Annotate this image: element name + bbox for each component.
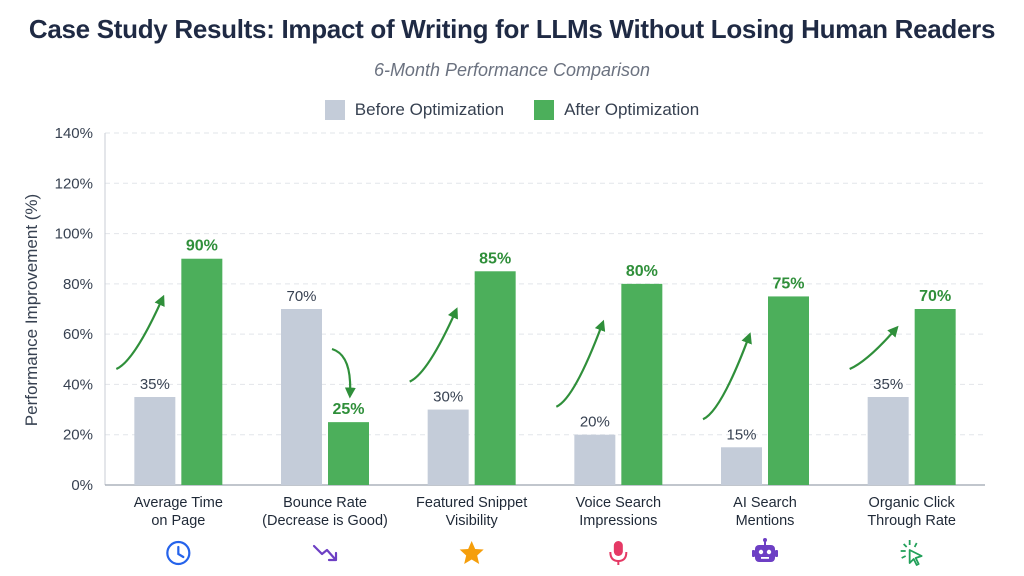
chart-title: Case Study Results: Impact of Writing fo… xyxy=(28,14,996,44)
y-tick-label: 80% xyxy=(63,276,93,293)
data-label-before: 20% xyxy=(580,414,610,431)
x-tick-label: Featured Snippet xyxy=(416,495,527,511)
x-tick-label: AI Search xyxy=(733,495,797,511)
bar-after xyxy=(914,309,956,485)
clock-icon xyxy=(166,540,191,566)
x-tick-label: Through Rate xyxy=(867,513,956,529)
x-tick-label: Mentions xyxy=(736,513,795,529)
x-tick-label: Impressions xyxy=(579,513,657,529)
x-tick-label: Organic Click xyxy=(869,495,956,511)
bar-after xyxy=(621,283,663,485)
bar-before xyxy=(867,397,909,485)
data-label-after: 25% xyxy=(332,401,364,418)
bar-before xyxy=(281,309,322,485)
data-label-before: 70% xyxy=(286,288,316,305)
bar-before xyxy=(427,409,469,485)
data-label-before: 30% xyxy=(433,389,463,406)
bar-after xyxy=(181,258,223,485)
legend-label-after: After Optimization xyxy=(564,100,700,119)
data-label-after: 70% xyxy=(919,288,951,305)
data-label-before: 15% xyxy=(726,426,756,443)
trend-down-arrow xyxy=(331,347,356,399)
y-tick-label: 60% xyxy=(63,326,93,343)
y-tick-label: 0% xyxy=(71,477,93,494)
microphone-icon xyxy=(609,541,628,565)
robot-icon xyxy=(752,538,778,562)
bar-before xyxy=(721,447,762,485)
data-label-after: 75% xyxy=(772,275,804,292)
y-tick-label: 140% xyxy=(55,125,93,142)
y-tick-label: 40% xyxy=(63,376,93,393)
x-tick-label: on Page xyxy=(151,513,205,529)
x-tick-label: Bounce Rate xyxy=(283,495,367,511)
bar-after xyxy=(768,296,809,485)
x-tick-label: Voice Search xyxy=(576,495,661,511)
y-tick-label: 100% xyxy=(55,226,93,243)
bar-before xyxy=(574,434,616,485)
trend-up-arrow xyxy=(555,319,606,408)
legend-swatch-after xyxy=(534,100,555,120)
trend-down-icon xyxy=(312,544,338,562)
y-tick-label: 120% xyxy=(55,175,93,192)
trend-up-arrow xyxy=(849,325,899,371)
legend-swatch-before xyxy=(324,100,345,120)
data-label-after: 80% xyxy=(626,263,658,280)
data-label-after: 90% xyxy=(186,238,218,255)
legend-item-after: After Optimization xyxy=(534,100,699,120)
data-label-before: 35% xyxy=(873,376,903,393)
x-tick-label: Visibility xyxy=(446,513,499,529)
bar-before xyxy=(134,397,176,485)
cursor-click-icon xyxy=(900,540,923,566)
trend-up-arrow xyxy=(409,307,458,383)
legend-item-before: Before Optimization xyxy=(324,100,505,120)
trend-up-arrow xyxy=(115,294,165,371)
x-tick-label: Average Time xyxy=(134,495,223,511)
legend-label-before: Before Optimization xyxy=(354,100,505,119)
legend: Before Optimization After Optimization xyxy=(0,100,1024,120)
trend-up-arrow xyxy=(702,332,752,421)
data-label-after: 85% xyxy=(479,250,511,267)
x-tick-label: (Decrease is Good) xyxy=(262,513,388,529)
star-icon xyxy=(459,541,484,564)
bar-after xyxy=(474,271,516,485)
chart-subtitle: 6-Month Performance Comparison xyxy=(373,60,651,80)
bar-after xyxy=(328,422,369,485)
y-tick-label: 20% xyxy=(63,427,93,444)
data-label-before: 35% xyxy=(140,376,170,393)
